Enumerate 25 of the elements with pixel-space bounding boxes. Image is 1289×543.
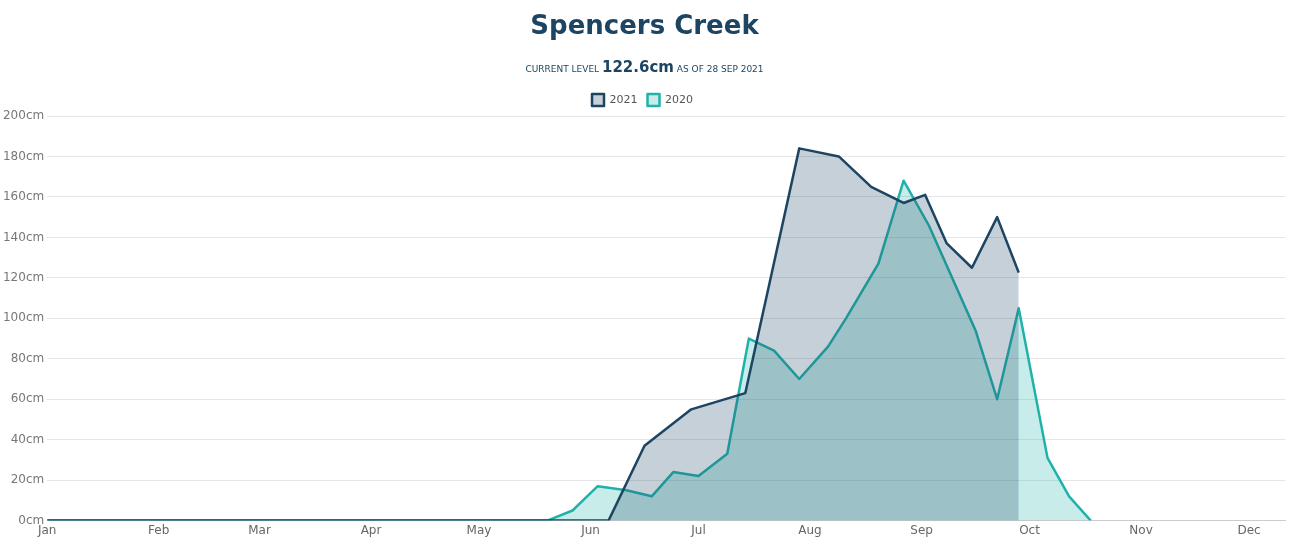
legend-label: 2021	[609, 92, 638, 106]
x-tick-label: Jul	[690, 522, 706, 537]
y-tick-label: 140cm	[2, 229, 45, 244]
x-tick-label: Mar	[248, 522, 271, 537]
y-tick-label: 60cm	[10, 391, 45, 406]
x-tick-label: Nov	[1129, 522, 1153, 537]
y-tick-label: 20cm	[10, 472, 45, 487]
x-tick-label: Dec	[1237, 522, 1261, 537]
x-tick-label: May	[466, 522, 492, 537]
y-tick-label: 120cm	[2, 269, 45, 284]
x-tick-label: Feb	[148, 522, 170, 537]
x-tick-label: Oct	[1019, 522, 1041, 537]
y-tick-label: 100cm	[2, 310, 45, 325]
x-tick-label: Aug	[798, 522, 822, 537]
legend-label: 2020	[665, 92, 693, 106]
chart-title: Spencers Creek	[529, 9, 760, 42]
y-tick-label: 80cm	[10, 350, 45, 365]
y-tick-label: 180cm	[2, 148, 45, 163]
y-tick-label: 40cm	[10, 431, 45, 446]
x-tick-label: Apr	[360, 522, 382, 537]
y-tick-label: 160cm	[2, 189, 45, 204]
x-tick-label: Jun	[580, 522, 600, 537]
x-tick-label: Sep	[910, 522, 933, 537]
y-tick-label: 200cm	[2, 108, 45, 123]
chart-subtitle: CURRENT LEVEL 122.6cm AS OF 28 SEP 2021	[524, 57, 765, 78]
